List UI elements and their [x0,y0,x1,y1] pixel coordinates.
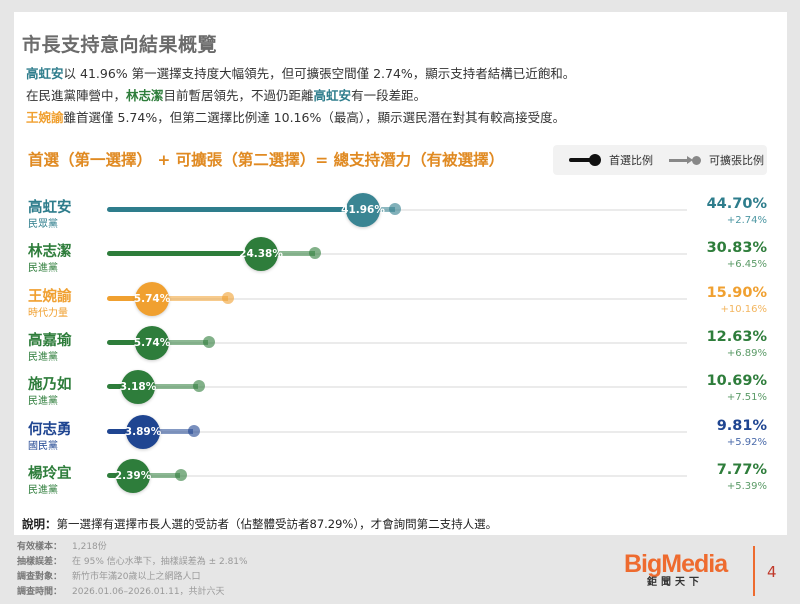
expand-dot [389,203,401,215]
expand-dot [309,247,321,259]
bar-track [107,431,687,433]
dot-icon [589,154,601,166]
candidate-name: 王婉諭 [28,289,72,305]
candidate-name: 何志勇 [28,422,72,438]
highlight-name: 高虹安 [26,66,64,81]
first-choice-bar [107,429,143,434]
expand-value: +10.16% [720,304,767,315]
expand-bar [261,251,315,256]
first-choice-bar [107,296,152,301]
chart-title: 首選（第一選擇） + 可擴張（第二選擇）= 總支持潛力（有被選擇） [28,151,505,169]
summary-line-1: 高虹安以 41.96% 第一選擇支持度大幅領先，但可擴張空間僅 2.74%，顯示… [26,66,576,81]
bar-track [107,475,687,477]
chart-row: 楊玲宜 民進黨 2.39% 7.77% +5.39% [0,459,800,506]
candidate-party: 民進黨 [28,352,58,363]
candidate-party: 民眾黨 [28,219,58,230]
chart-legend: 首選比例 可擴張比例 [553,145,767,175]
meta-period: 調查時間： 2026.01.06–2026.01.11，共計六天 [17,587,225,597]
expand-bar [138,384,198,389]
highlight-name: 王婉諭 [26,110,64,125]
expand-dot [222,292,234,304]
candidate-name: 施乃如 [28,377,72,393]
first-choice-circle: 24.38% [239,237,283,271]
summary-line-3: 王婉諭雖首選僅 5.74%，但第二選擇比例達 10.16%（最高），顯示選民潛在… [26,110,566,125]
candidate-party: 國民黨 [28,441,58,452]
legend-expand: 可擴張比例 [669,152,764,168]
expand-dot [203,336,215,348]
expand-value: +2.74% [726,215,767,226]
expand-value: +6.89% [726,348,767,359]
first-choice-circle: 2.39% [115,459,151,493]
candidate-name: 高嘉瑜 [28,333,72,349]
expand-dot [193,380,205,392]
chart-row: 王婉諭 時代力量 5.74% 15.90% +10.16% [0,282,800,329]
candidate-party: 民進黨 [28,396,58,407]
page-number: 4 [767,563,777,581]
total-value: 7.77% [716,462,767,478]
legend-first: 首選比例 [569,152,653,168]
dot-icon [692,155,701,165]
line-icon [569,158,593,162]
expand-value: +7.51% [726,392,767,403]
candidate-party: 民進黨 [28,263,58,274]
total-value: 10.69% [706,373,767,389]
first-choice-bar [107,207,362,212]
expand-bar [152,340,208,345]
first-choice-circle: 5.74% [134,282,170,316]
arrow-icon [687,156,693,164]
survey-meta: 有效樣本： 1,218份 抽樣誤差：在 95% 信心水準下，抽樣誤差為 ± 2.8… [17,540,248,600]
meta-sample: 有效樣本： 1,218份 [17,542,107,552]
chart-row: 高嘉瑜 民進黨 5.74% 12.63% +6.89% [0,326,800,373]
bigmedia-logo: BigMedia 鉅聞天下 [624,550,728,588]
page-title: 市長支持意向結果概覽 [22,34,218,56]
bar-track [107,253,687,255]
total-value: 30.83% [706,240,767,256]
meta-error: 抽樣誤差：在 95% 信心水準下，抽樣誤差為 ± 2.81% [17,557,248,567]
footnote-text: 第一選擇有選擇市長人選的受訪者（佔整體受訪者87.29%），才會詢問第二支持人選… [56,517,498,531]
divider [753,546,755,596]
line-icon [669,158,687,162]
expand-value: +5.92% [726,437,767,448]
expand-bar [143,429,193,434]
meta-target: 調查對象： 新竹市年滿20歲以上之網路人口 [17,572,201,582]
first-choice-circle: 5.74% [134,326,170,360]
footnote-label: 說明： [22,517,57,531]
chart-row: 高虹安 民眾黨 41.96% 44.70% +2.74% [0,193,800,240]
expand-value: +6.45% [726,259,767,270]
first-choice-circle: 3.89% [125,415,161,449]
highlight-name: 林志潔 [126,88,164,103]
total-value: 9.81% [716,418,767,434]
summary-line-2: 在民進黨陣營中，林志潔目前暫居領先，不過仍距離高虹安有一段差距。 [26,88,427,103]
expand-dot [188,425,200,437]
total-value: 15.90% [706,285,767,301]
candidate-name: 林志潔 [28,244,72,260]
chart-row: 林志潔 民進黨 24.38% 30.83% +6.45% [0,237,800,284]
first-choice-bar [107,340,152,345]
bar-track [107,342,687,344]
bar-track [107,298,687,300]
first-choice-circle: 3.18% [120,370,156,404]
candidate-party: 時代力量 [28,308,68,319]
chart-row: 何志勇 國民黨 3.89% 9.81% +5.92% [0,415,800,462]
first-choice-circle: 41.96% [341,193,385,227]
footnote: 說明：第一選擇有選擇市長人選的受訪者（佔整體受訪者87.29%），才會詢問第二支… [22,516,497,532]
expand-bar [152,296,228,301]
candidate-party: 民進黨 [28,485,58,496]
first-choice-bar [107,251,261,256]
expand-value: +5.39% [726,481,767,492]
total-value: 12.63% [706,329,767,345]
bar-track [107,386,687,388]
highlight-name: 高虹安 [313,88,352,103]
candidate-name: 楊玲宜 [28,466,72,482]
chart-row: 施乃如 民進黨 3.18% 10.69% +7.51% [0,370,800,417]
total-value: 44.70% [706,196,767,212]
candidate-name: 高虹安 [28,200,72,216]
summary: 高虹安以 41.96% 第一選擇支持度大幅領先，但可擴張空間僅 2.74%，顯示… [26,63,575,129]
expand-dot [175,469,187,481]
expand-bar [133,473,180,478]
